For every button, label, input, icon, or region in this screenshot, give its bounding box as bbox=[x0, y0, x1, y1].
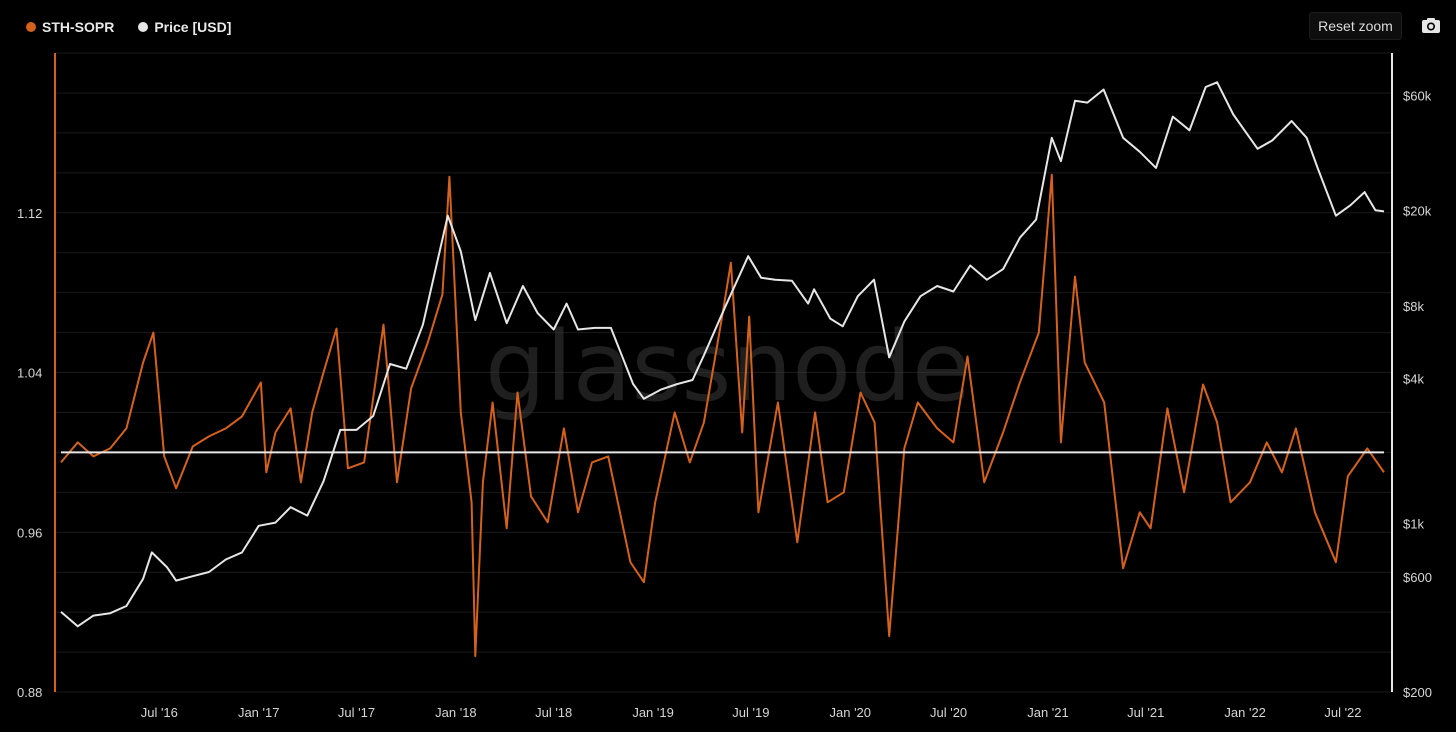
x-axis-tick-label: Jul '20 bbox=[930, 705, 967, 720]
x-axis-tick-label: Jul '21 bbox=[1127, 705, 1164, 720]
right-axis-tick-label: $200 bbox=[1403, 685, 1432, 700]
x-axis-tick-label: Jan '20 bbox=[830, 705, 872, 720]
x-axis-tick-label: Jul '19 bbox=[732, 705, 769, 720]
axes-layer bbox=[54, 53, 1393, 692]
sth-sopr-series-line bbox=[60, 173, 1385, 658]
x-axis-tick-label: Jan '18 bbox=[435, 705, 477, 720]
left-axis-tick-label: 1.12 bbox=[17, 206, 42, 221]
left-axis-tick-label: 0.96 bbox=[17, 525, 42, 540]
legend-item-price[interactable]: Price [USD] bbox=[138, 19, 231, 35]
sth-sopr-legend-marker bbox=[26, 22, 36, 32]
right-axis-tick-label: $8k bbox=[1403, 299, 1424, 314]
x-axis-tick-label: Jan '21 bbox=[1027, 705, 1069, 720]
left-axis-ticks: 0.88 0.96 1.04 1.12 bbox=[17, 206, 42, 700]
grid-layer bbox=[55, 52, 1392, 693]
x-axis-tick-label: Jan '17 bbox=[238, 705, 280, 720]
camera-icon[interactable] bbox=[1420, 15, 1442, 37]
x-axis-tick-label: Jul '22 bbox=[1324, 705, 1361, 720]
price-series-line bbox=[60, 81, 1385, 628]
right-axis-tick-label: $1k bbox=[1403, 517, 1424, 532]
price-legend-marker bbox=[138, 22, 149, 32]
left-axis-tick-label: 1.04 bbox=[17, 366, 42, 381]
legend-item-sth-sopr[interactable]: STH-SOPR bbox=[26, 19, 114, 35]
left-axis-tick-label: 0.88 bbox=[17, 685, 42, 700]
chart-legend: STH-SOPR Price [USD] bbox=[26, 19, 231, 35]
x-axis-tick-label: Jul '16 bbox=[141, 705, 178, 720]
x-axis-tick-label: Jul '17 bbox=[338, 705, 375, 720]
x-axis-ticks: Jul '16 Jan '17 Jul '17 Jan '18 Jul '18 Jan '… bbox=[141, 705, 1362, 720]
right-axis-ticks: $200 $600 $1k $4k $8k $20k $60k bbox=[1403, 88, 1432, 700]
sopr-layer bbox=[60, 173, 1385, 658]
watermark-text: glassnode bbox=[485, 311, 971, 423]
price-legend-label: Price [USD] bbox=[154, 19, 232, 35]
reset-zoom-button[interactable]: Reset zoom bbox=[1309, 12, 1402, 40]
right-axis-tick-label: $4k bbox=[1403, 372, 1424, 387]
x-axis-tick-label: Jul '18 bbox=[535, 705, 572, 720]
x-axis-tick-label: Jan '22 bbox=[1224, 705, 1266, 720]
right-axis-tick-label: $20k bbox=[1403, 203, 1432, 218]
x-axis-tick-label: Jan '19 bbox=[632, 705, 674, 720]
price-layer bbox=[60, 81, 1385, 628]
right-axis-tick-label: $60k bbox=[1403, 88, 1432, 103]
sth-sopr-legend-label: STH-SOPR bbox=[42, 19, 115, 35]
right-axis-tick-label: $600 bbox=[1403, 570, 1432, 585]
